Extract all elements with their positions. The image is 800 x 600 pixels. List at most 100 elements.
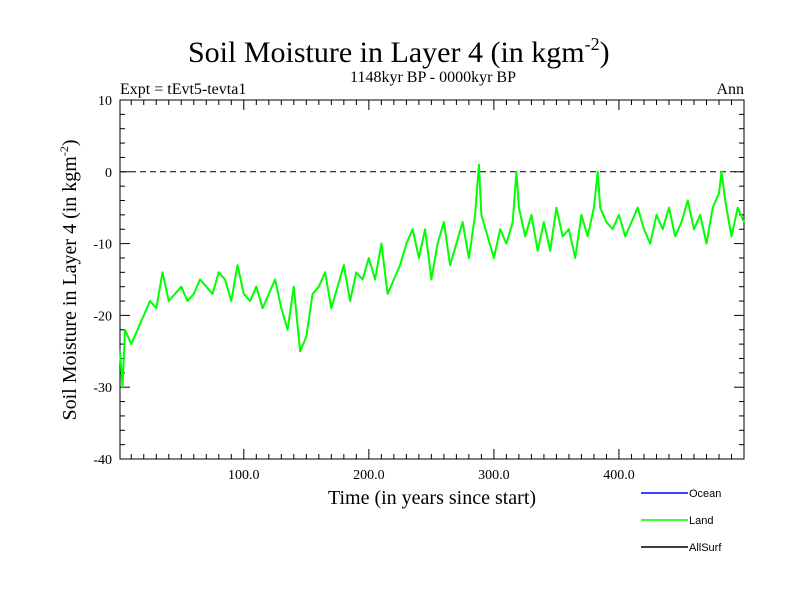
legend-label: AllSurf (689, 542, 722, 554)
x-tick-label: 200.0 (353, 468, 385, 483)
data-point-land (599, 206, 601, 209)
data-point-land (174, 293, 176, 295)
data-point-land (324, 271, 326, 274)
y-axis-label-main: Soil Moisture in Layer 4 (in kgm (59, 156, 81, 421)
data-point-land (524, 235, 526, 238)
data-point-land (630, 221, 633, 223)
data-point-land (393, 278, 395, 281)
legend-item-ocean: Ocean (641, 488, 721, 500)
y-tick-label: -10 (93, 238, 112, 253)
data-point-land (555, 206, 558, 209)
y-axis-label-superscript: -2 (57, 146, 71, 156)
data-point-land (318, 285, 320, 288)
data-point-land (299, 350, 301, 353)
plot-area (119, 99, 745, 460)
data-point-land (596, 171, 599, 173)
data-point-land (586, 235, 589, 238)
data-point-land (418, 257, 420, 259)
data-point-land (493, 257, 495, 259)
data-point-land (605, 221, 608, 223)
data-point-land (515, 171, 518, 173)
chart-legend: Ocean Land AllSurf (641, 488, 722, 554)
data-point-land (142, 314, 145, 317)
data-point-land (121, 386, 124, 389)
data-point-land (155, 307, 158, 310)
data-point-land (574, 257, 576, 259)
data-point-land (468, 257, 470, 259)
data-point-land (293, 285, 295, 288)
data-point-land (718, 192, 720, 195)
data-point-land (380, 242, 383, 245)
svg-text:Soil Moisture in Layer 4 (in k: Soil Moisture in Layer 4 (in kgm-2) (188, 34, 610, 69)
series-points-land (119, 163, 745, 389)
y-tick-label: -20 (93, 309, 112, 324)
data-point-land (374, 278, 376, 281)
data-point-land (130, 343, 133, 345)
y-axis-label: Soil Moisture in Layer 4 (in kgm-2) (57, 139, 81, 420)
data-point-land (368, 257, 370, 259)
data-point-land (305, 336, 308, 338)
data-point-land (536, 249, 539, 252)
data-point-land (480, 214, 483, 216)
data-point-land (199, 278, 201, 281)
data-point-land (224, 278, 226, 281)
data-point-land (449, 264, 451, 266)
y-axis-label-close: ) (59, 139, 81, 146)
data-point-land (720, 171, 723, 173)
data-point-land (655, 214, 658, 216)
data-point-land (711, 206, 714, 209)
data-point-land (217, 271, 220, 274)
y-tick-label: -40 (93, 453, 112, 468)
data-point-land (249, 300, 251, 302)
data-point-land (330, 307, 333, 310)
series-line-land (119, 163, 745, 389)
data-point-land (505, 242, 508, 245)
data-point-land (336, 285, 339, 288)
data-point-land (580, 214, 583, 216)
data-point-land (668, 206, 670, 209)
y-tick-label: -30 (93, 381, 112, 396)
data-point-land (167, 300, 170, 302)
data-point-land (280, 307, 283, 310)
legend-item-land: Land (641, 515, 713, 527)
season-label: Ann (716, 81, 744, 98)
data-point-land (186, 300, 189, 302)
data-point-land (268, 293, 270, 295)
data-point-land (180, 285, 183, 288)
data-point-land (211, 293, 214, 295)
data-point-land (474, 214, 476, 216)
legend-label: Land (689, 515, 713, 527)
data-point-land (424, 228, 426, 231)
data-point-land (349, 300, 351, 302)
y-tick-label: 10 (98, 94, 112, 109)
data-point-land (549, 249, 551, 252)
data-point-land (436, 242, 439, 245)
data-point-land (730, 235, 733, 238)
chart-subtitle: 1148kyr BP - 0000kyr BP (350, 69, 516, 86)
data-point-land (705, 242, 708, 245)
x-tick-label: 400.0 (603, 468, 635, 483)
data-point-land (136, 328, 139, 331)
data-point-land (461, 221, 464, 223)
legend-item-allsurf: AllSurf (641, 542, 722, 554)
data-point-land (386, 293, 389, 295)
data-point-land (561, 235, 564, 238)
data-point-land (124, 328, 126, 331)
data-point-land (511, 221, 514, 223)
data-point-land (455, 242, 458, 245)
experiment-label: Expt = tEvt5-tevta1 (120, 81, 246, 98)
x-axis-label: Time (in years since start) (328, 487, 536, 509)
data-point-land (499, 228, 501, 231)
data-point-land (611, 228, 614, 231)
data-point-land (405, 242, 408, 245)
chart-title-main: Soil Moisture in Layer 4 (in kgm (188, 36, 585, 69)
axis-tick-labels: -40 -30 -20 -10 0 10 100.0 200.0 300.0 400.0 (93, 94, 634, 483)
data-point-land (686, 199, 689, 202)
data-point-land (478, 163, 480, 166)
data-point-land (736, 206, 739, 209)
data-point-land (411, 228, 414, 231)
data-point-land (724, 199, 727, 202)
data-point-land (161, 271, 164, 274)
data-point-land (274, 278, 276, 281)
